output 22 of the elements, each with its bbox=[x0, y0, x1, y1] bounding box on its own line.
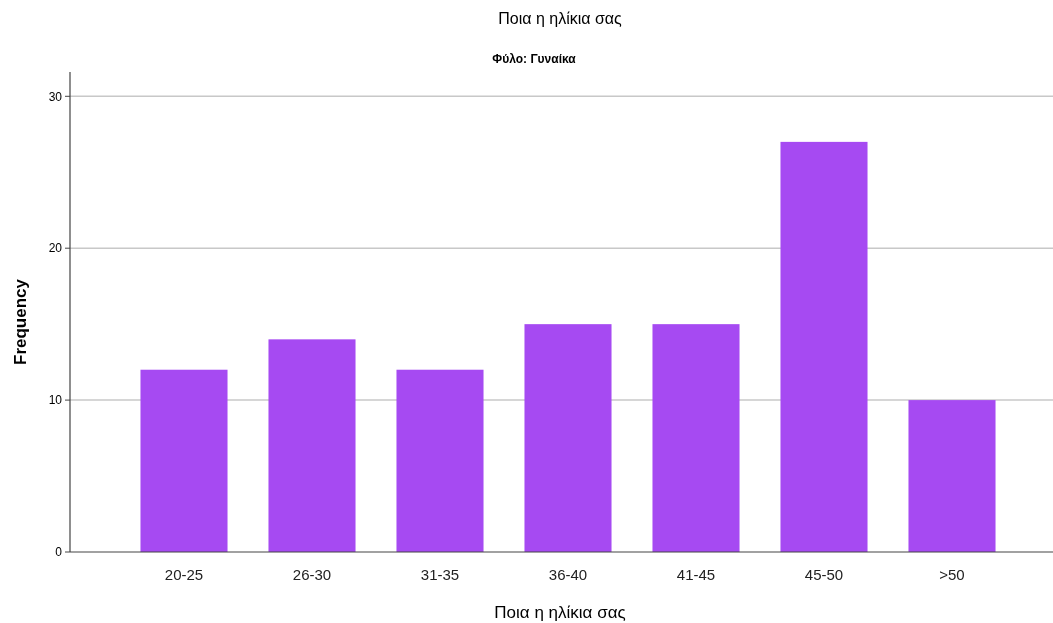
x-tick-label: 26-30 bbox=[292, 566, 332, 583]
bar bbox=[524, 324, 612, 552]
y-axis-title: Frequency bbox=[11, 278, 30, 365]
chart-subtitle: Φύλο: Γυναίκα bbox=[492, 52, 577, 66]
x-axis-title: Ποια η ηλίκια σας bbox=[494, 603, 626, 622]
bar bbox=[140, 369, 228, 552]
x-tick-label: 36-40 bbox=[548, 566, 588, 583]
x-tick-label: 31-35 bbox=[420, 566, 460, 583]
y-tick-label: 0 bbox=[55, 545, 63, 560]
y-tick-label: 20 bbox=[48, 241, 63, 256]
bar bbox=[780, 141, 868, 552]
chart-title: Ποια η ηλίκια σας bbox=[498, 10, 623, 27]
x-tick-label: 45-50 bbox=[804, 566, 844, 583]
x-tick-label: 41-45 bbox=[676, 566, 716, 583]
y-tick-label: 10 bbox=[48, 393, 63, 408]
x-tick-label: 20-25 bbox=[164, 566, 204, 583]
x-tick-label: >50 bbox=[939, 566, 965, 583]
bar bbox=[908, 400, 996, 552]
bar bbox=[396, 369, 484, 552]
bar bbox=[268, 339, 356, 552]
y-tick-label: 30 bbox=[48, 89, 63, 104]
bar bbox=[652, 324, 740, 552]
